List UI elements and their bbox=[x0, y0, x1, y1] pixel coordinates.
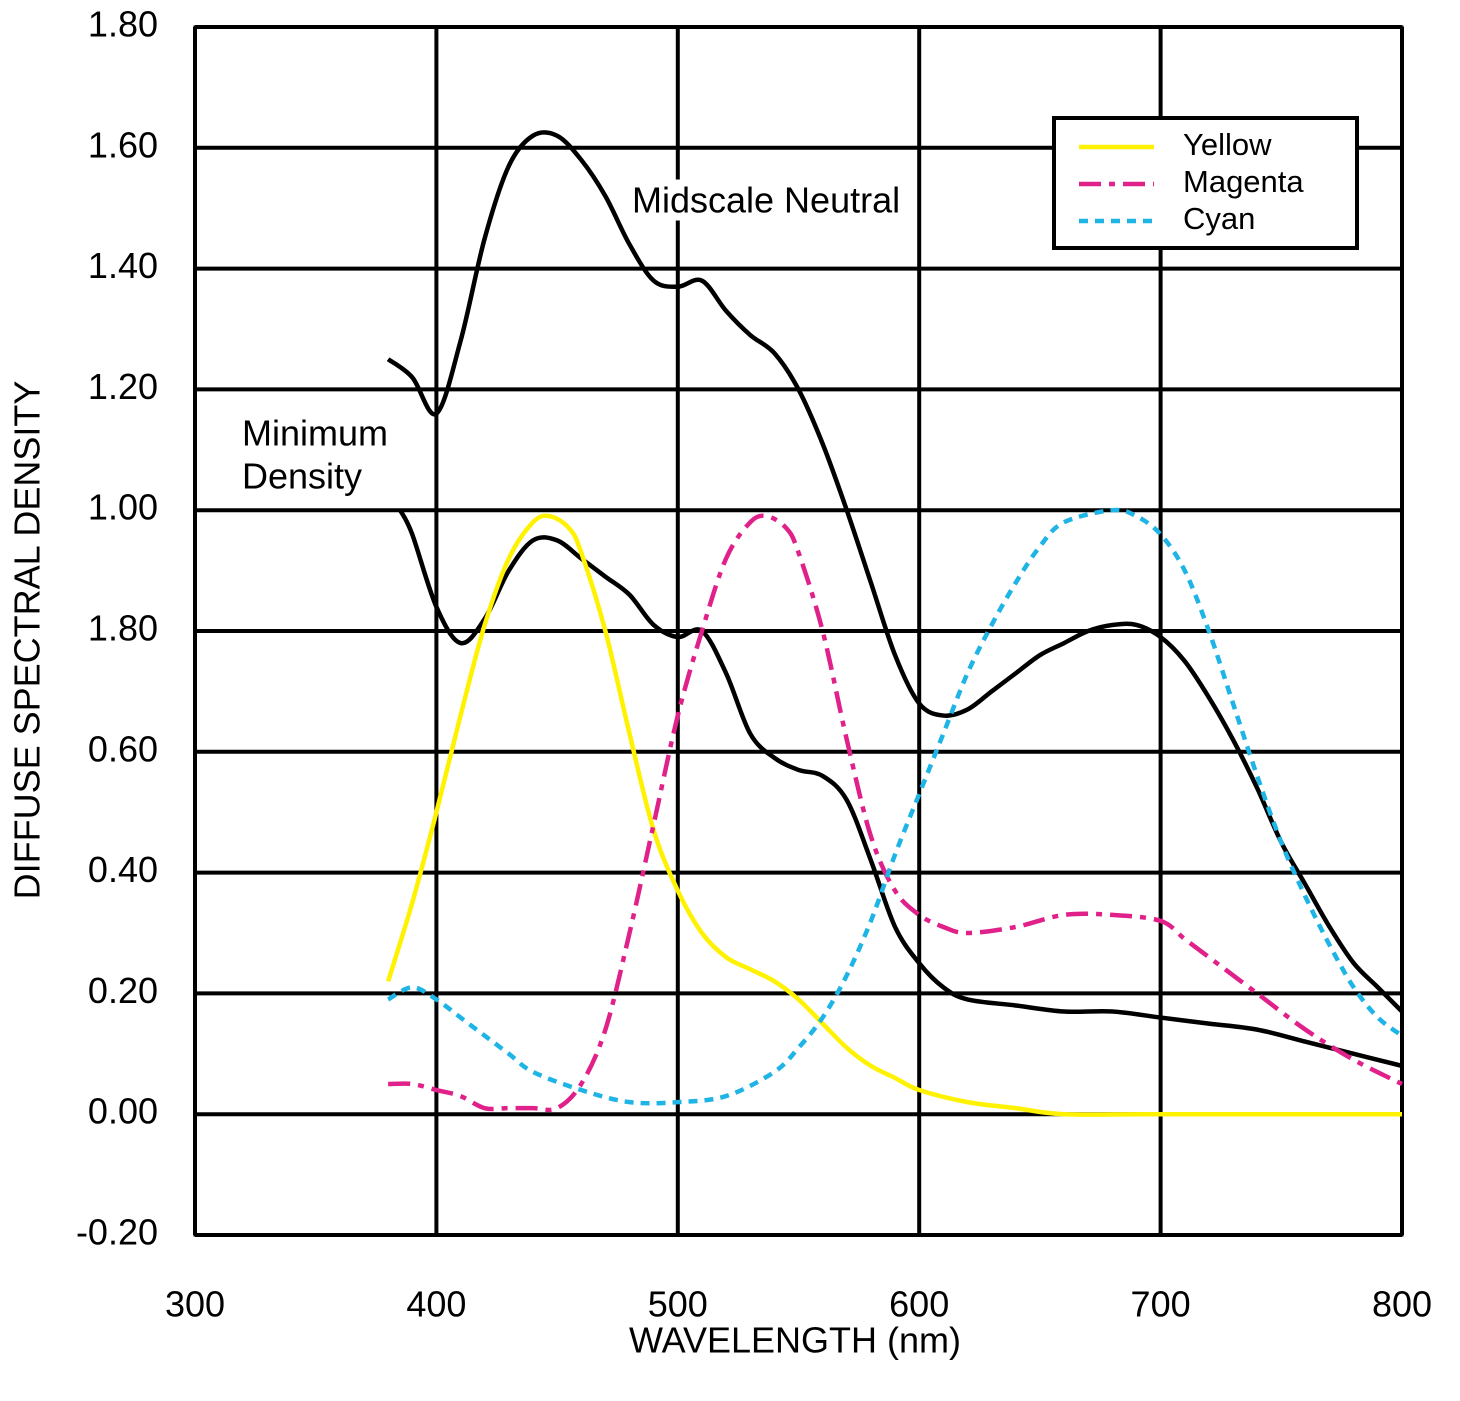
y-tick-label: 0.60 bbox=[88, 728, 158, 769]
y-tick-label: -0.20 bbox=[76, 1212, 158, 1253]
series-line bbox=[388, 513, 1404, 1113]
series-line bbox=[398, 509, 1403, 1069]
series-line bbox=[386, 130, 1404, 1014]
series-line bbox=[385, 513, 1402, 1117]
y-tick-label: 0.20 bbox=[88, 970, 158, 1011]
y-tick-label: 1.40 bbox=[88, 245, 158, 286]
x-tick-label: 300 bbox=[165, 1284, 225, 1325]
series-line bbox=[386, 507, 1404, 1106]
y-tick-label: 1.80 bbox=[88, 608, 158, 649]
x-tick-label: 800 bbox=[1372, 1284, 1432, 1325]
legend-box bbox=[1052, 116, 1359, 250]
annotation: Midscale Neutral bbox=[632, 180, 900, 221]
y-tick-label: 1.80 bbox=[88, 4, 158, 45]
y-axis-label: DIFFUSE SPECTRAL DENSITY bbox=[7, 381, 48, 900]
y-tick-label: 1.20 bbox=[88, 366, 158, 407]
legend-label: Magenta bbox=[1183, 164, 1304, 199]
y-tick-label: 0.40 bbox=[88, 849, 158, 890]
x-tick-label: 600 bbox=[889, 1284, 949, 1325]
plot-frame bbox=[193, 25, 1404, 1237]
x-axis-label: WAVELENGTH (nm) bbox=[629, 1320, 961, 1361]
annotation: Minimum bbox=[242, 413, 388, 454]
annotation-bg bbox=[238, 455, 367, 497]
legend-label: Yellow bbox=[1183, 127, 1272, 162]
x-tick-label: 700 bbox=[1131, 1284, 1191, 1325]
y-tick-label: 0.00 bbox=[88, 1091, 158, 1132]
annotation: Density bbox=[242, 456, 362, 497]
annotation-bg bbox=[238, 412, 393, 454]
y-tick-label: 1.60 bbox=[88, 124, 158, 165]
x-tick-label: 500 bbox=[648, 1284, 708, 1325]
y-tick-label: 1.00 bbox=[88, 487, 158, 528]
legend-label: Cyan bbox=[1183, 201, 1255, 236]
x-tick-label: 400 bbox=[406, 1284, 466, 1325]
annotation-bg bbox=[628, 179, 905, 221]
